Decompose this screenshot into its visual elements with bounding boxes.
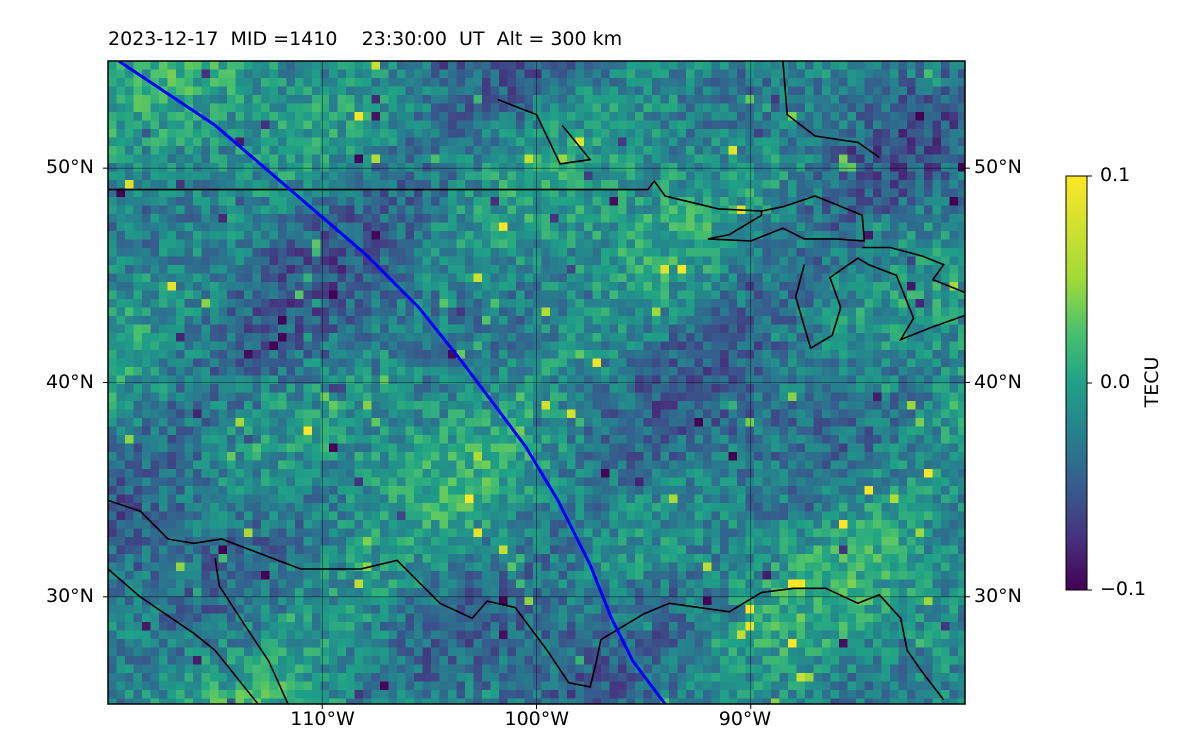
lat-label-left: 50°N	[46, 156, 94, 179]
lat-label-left: 30°N	[46, 584, 94, 607]
lat-label-right: 30°N	[974, 584, 1022, 607]
colorbar-label: TECU	[1141, 356, 1163, 408]
coastline	[862, 246, 965, 294]
lat-label-right: 50°N	[974, 156, 1022, 179]
tec-heatmap	[108, 61, 965, 704]
coastline	[108, 179, 762, 212]
colorbar-tick-label: 0.0	[1100, 371, 1131, 393]
coastline	[497, 98, 592, 165]
coastline	[108, 499, 945, 701]
colorbar-tick-label: 0.1	[1100, 164, 1131, 186]
coastline	[782, 61, 880, 159]
axis-ticks	[103, 167, 970, 709]
coastlines	[108, 61, 965, 704]
lat-label-left: 40°N	[46, 370, 94, 393]
coastline	[108, 568, 259, 704]
satellite-track	[117, 61, 667, 704]
coastline	[794, 257, 965, 350]
gridlines	[108, 61, 965, 704]
colorbar-ticks	[1087, 175, 1092, 591]
plot-title: 2023-12-17 MID =1410 23:30:00 UT Alt = 3…	[108, 28, 623, 50]
lon-label: 100°W	[504, 708, 570, 730]
colorbar-tick-label: −0.1	[1100, 578, 1147, 600]
lon-label: 90°W	[718, 708, 772, 730]
coastline	[707, 195, 866, 242]
lat-label-right: 40°N	[974, 370, 1022, 393]
coastline	[214, 558, 289, 704]
lon-label: 110°W	[290, 708, 355, 730]
colorbar	[1065, 175, 1088, 591]
